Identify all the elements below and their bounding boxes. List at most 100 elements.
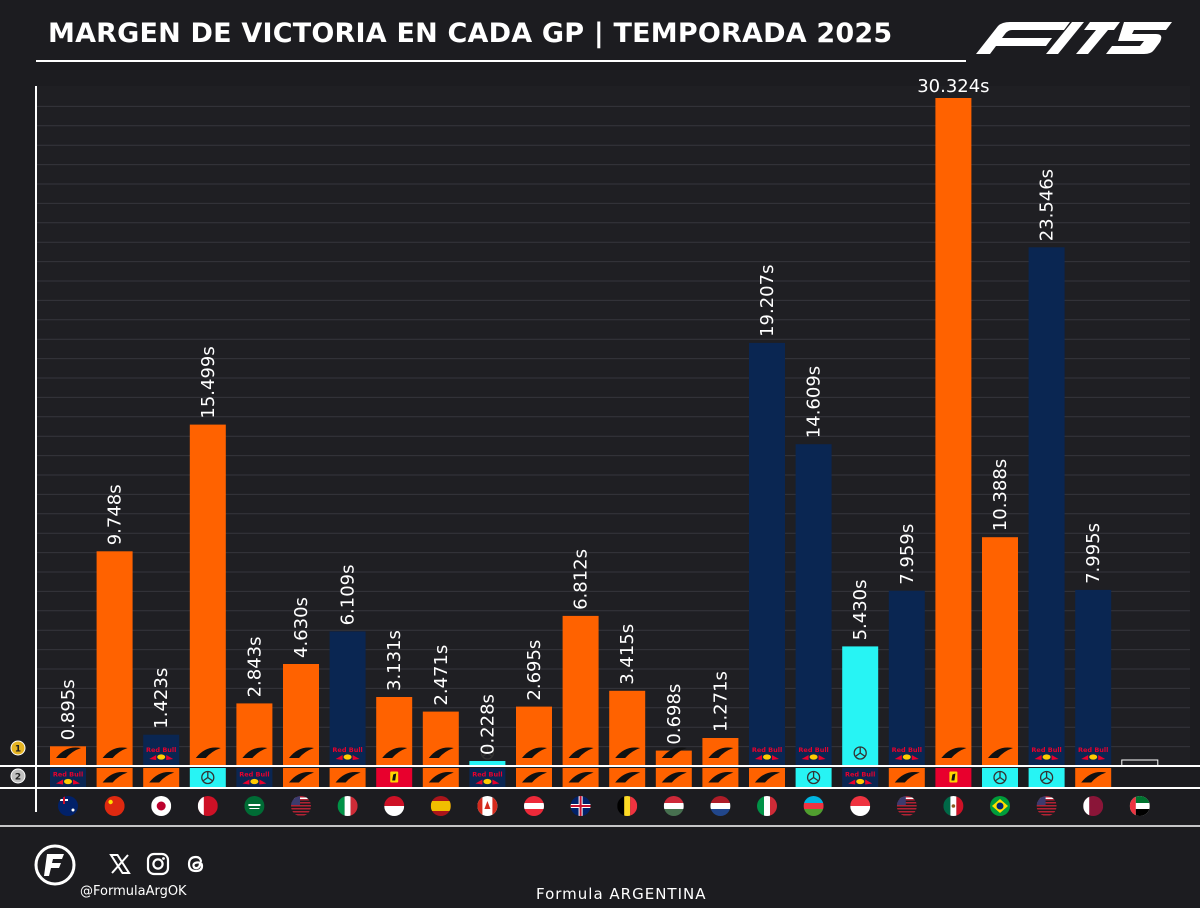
second-place-team-logo — [568, 771, 594, 783]
redbull-logo-icon: Red Bull — [798, 746, 828, 754]
bar — [982, 537, 1018, 766]
redbull-sun-icon — [157, 754, 166, 760]
redbull-logo-icon: Red Bull — [752, 746, 782, 754]
bar — [329, 631, 366, 766]
bar-value-label: 0.228s — [477, 694, 498, 755]
bar — [1028, 247, 1065, 767]
redbull-sun-icon — [343, 754, 352, 760]
bar-value-label: 4.630s — [291, 597, 312, 658]
bar-value-label: 5.430s — [850, 579, 871, 640]
spain-flag — [430, 796, 451, 816]
bar-value-label: 3.415s — [617, 624, 638, 685]
usa-flag — [1036, 796, 1057, 816]
bar-team-logo — [615, 747, 641, 758]
mclaren-logo-icon — [615, 771, 641, 783]
mclaren-logo-icon — [428, 747, 454, 758]
bar-value-label: 2.695s — [524, 640, 545, 701]
japan-flag — [151, 796, 172, 816]
bar — [935, 98, 972, 766]
second-place-team-logo — [615, 771, 641, 783]
mclaren-logo-icon — [289, 771, 314, 783]
mclaren-logo-icon — [56, 747, 81, 758]
mclaren-logo-icon — [195, 747, 221, 758]
second-place-team-logo — [102, 771, 128, 783]
bar-team-logo: Red Bull — [752, 746, 782, 760]
x-icon[interactable] — [108, 852, 132, 876]
bar-team-logo — [102, 747, 128, 758]
bar — [422, 711, 459, 766]
bar-team-logo: Red Bull — [1078, 746, 1108, 760]
redbull-logo-icon: Red Bull — [146, 746, 176, 754]
instagram-icon[interactable] — [146, 852, 170, 876]
bar — [749, 342, 785, 766]
mclaren-logo-icon — [428, 771, 454, 783]
bar-value-label: 7.959s — [897, 524, 918, 585]
second-place-team-logo — [708, 771, 734, 783]
redbull-logo-icon: Red Bull — [1031, 746, 1061, 754]
second-place-team-logo: Red Bull — [472, 771, 503, 785]
mclaren-logo-icon — [894, 771, 920, 783]
bar — [655, 750, 692, 766]
mclaren-logo-icon — [755, 771, 780, 783]
bar-team-logo — [242, 747, 268, 758]
bar-team-logo — [480, 746, 495, 760]
bar — [143, 734, 180, 766]
mclaren-logo-icon — [149, 771, 175, 783]
abu-dhabi-flag — [1129, 796, 1150, 816]
saudi-arabia-flag — [244, 796, 265, 816]
bar — [96, 551, 133, 766]
bar-value-label: 2.471s — [431, 645, 452, 706]
row-label: 1 — [15, 745, 21, 755]
bar-team-logo — [522, 747, 547, 758]
redbull-logo-icon: Red Bull — [332, 746, 362, 754]
redbull-sun-icon — [1089, 754, 1098, 760]
bar — [888, 590, 925, 766]
mclaren-logo-icon — [335, 771, 361, 783]
bar-team-logo — [988, 747, 1013, 758]
mclaren-logo-icon — [1081, 771, 1107, 783]
bar-value-label: 1.423s — [151, 668, 172, 729]
bar-value-label: 6.109s — [338, 564, 359, 625]
redbull-sun-icon — [250, 778, 259, 785]
bar-team-logo — [195, 747, 221, 758]
redbull-logo-icon: Red Bull — [53, 771, 83, 779]
mclaren-logo-icon — [661, 747, 687, 758]
uk-flag — [570, 796, 591, 816]
threads-icon[interactable] — [184, 852, 208, 876]
bar — [516, 706, 552, 766]
redbull-logo-icon: Red Bull — [472, 771, 502, 779]
page-title: MARGEN DE VICTORIA EN CADA GP | TEMPORAD… — [48, 18, 893, 49]
second-place-team-logo — [993, 770, 1007, 785]
redbull-sun-icon — [763, 754, 771, 760]
bar-value-label: 1.271s — [710, 671, 731, 732]
mclaren-logo-icon — [522, 771, 547, 783]
singapore-flag — [850, 796, 871, 816]
mclaren-logo-icon — [988, 747, 1013, 758]
second-place-team-logo: Red Bull — [845, 771, 875, 785]
redbull-logo-icon: Red Bull — [1078, 746, 1108, 754]
bar-value-label: 14.609s — [804, 366, 825, 438]
bar-value-label: 0.698s — [664, 684, 685, 745]
bar-value-label: 6.812s — [571, 549, 592, 610]
mclaren-logo-icon — [708, 771, 734, 783]
bar — [842, 646, 879, 766]
mclaren-logo-icon — [242, 747, 268, 758]
bar-team-logo: Red Bull — [892, 746, 922, 760]
redbull-sun-icon — [809, 754, 818, 760]
bar-team-logo — [708, 747, 734, 758]
redbull-logo-icon: Red Bull — [239, 771, 269, 779]
social-handle[interactable]: @FormulaArgOK — [80, 884, 187, 899]
first-place-medal-icon: 1 — [10, 740, 26, 756]
bar-team-logo — [941, 747, 967, 758]
mclaren-logo-icon — [289, 747, 314, 758]
belgium-flag — [617, 796, 638, 816]
china-flag — [104, 796, 125, 816]
redbull-sun-icon — [1042, 754, 1051, 760]
bar-value-label: 9.748s — [105, 484, 126, 545]
second-place-team-logo — [149, 771, 175, 783]
second-place-team-logo: Red Bull — [53, 771, 83, 785]
bar — [189, 424, 226, 766]
azerbaijan-flag — [803, 796, 824, 816]
